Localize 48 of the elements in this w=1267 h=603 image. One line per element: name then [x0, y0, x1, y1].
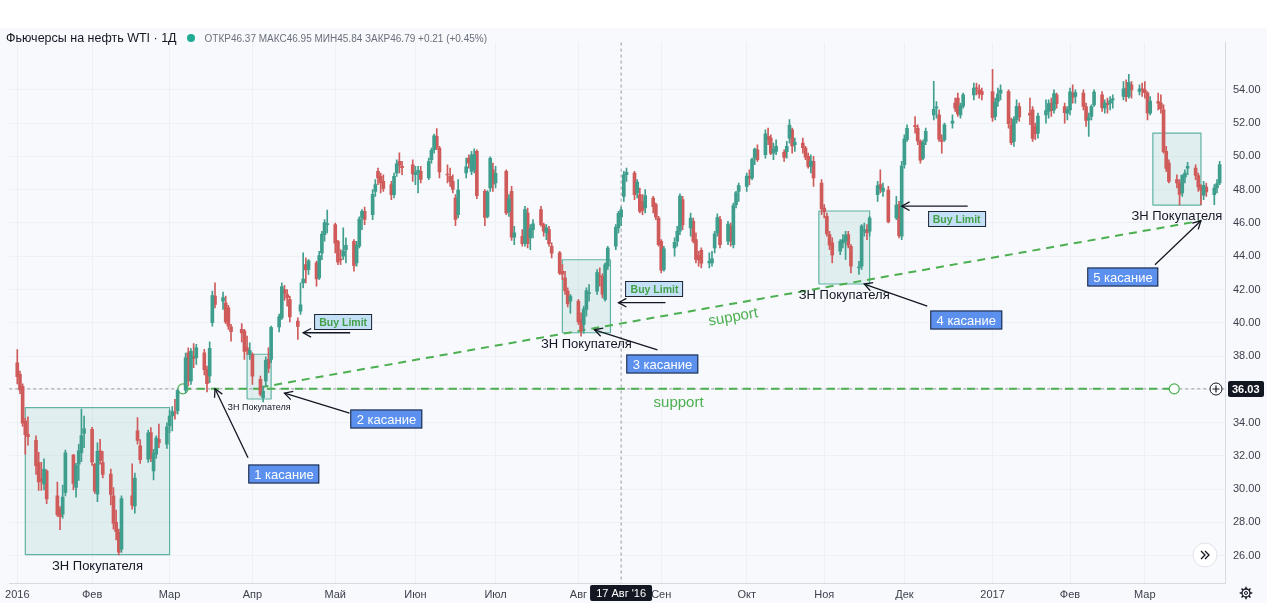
y-tick-label: 32.00 — [1233, 448, 1261, 461]
y-tick-label: 38.00 — [1233, 349, 1261, 362]
annotation: 2 касание — [356, 411, 417, 427]
y-tick-label: 40.00 — [1233, 315, 1261, 328]
series-label: ЗН Покупателя — [1131, 208, 1223, 224]
y-tick-label: 44.00 — [1233, 249, 1261, 262]
x-tick-label: Июн — [404, 587, 427, 600]
y-tick-label: 46.00 — [1233, 215, 1261, 228]
y-tick-label: 48.00 — [1233, 182, 1261, 195]
y-tick-label: 42.00 — [1233, 282, 1261, 295]
series-label: ЗН Покупателя — [540, 335, 632, 351]
y-tick-label: 28.00 — [1233, 515, 1261, 528]
y-tick-label: 30.00 — [1233, 482, 1261, 495]
y-tick-label: 54.00 — [1233, 82, 1261, 95]
x-tick-label: Май — [324, 587, 347, 600]
x-tick-label: Окт — [737, 587, 756, 600]
annotation: 4 касание — [936, 312, 997, 328]
x-tick-label: Мар — [1134, 587, 1156, 600]
x-tick-label: Мар — [158, 587, 181, 600]
x-tick-label: 2016 — [5, 587, 30, 600]
series-label: support — [653, 392, 704, 410]
y-tick-label: 34.00 — [1233, 415, 1261, 428]
y-tick-label: 52.00 — [1233, 116, 1261, 129]
series-label: ЗН Покупателя — [51, 557, 143, 573]
x-tick-label: Фев — [81, 587, 103, 600]
ref-line-label: 17 Авг '16 — [596, 587, 647, 599]
x-tick-label: Дек — [895, 587, 914, 600]
series-label: ЗН Покупателя — [227, 401, 291, 412]
x-tick-label: Фев — [1059, 587, 1081, 600]
x-tick-label: Июл — [484, 587, 507, 600]
annotation: Buy Limit — [932, 213, 981, 226]
annotation: Buy Limit — [319, 315, 368, 328]
x-tick-label: Авг — [569, 587, 587, 600]
annotation: 5 касание — [1093, 269, 1153, 285]
series-label: ЗН Покупателя — [798, 287, 890, 303]
x-tick-label: 2017 — [980, 587, 1005, 600]
y-tick-label: 26.00 — [1233, 548, 1261, 561]
x-tick-label: Апр — [242, 587, 263, 600]
x-tick-label: Ноя — [814, 587, 835, 600]
chart-subtitle: ОТКР46.37 МАКС46.95 МИН45.84 ЗАКР46.79 +0.21 (+0.45%) — [204, 32, 487, 44]
chart-title: Фьючерсы на нефть WTI · 1Д — [6, 31, 177, 45]
annotation: Buy Limit — [630, 282, 679, 295]
y-tick-label: 50.00 — [1233, 149, 1261, 162]
annotation: 1 касание — [254, 466, 314, 482]
ref-line-label: 36.03 — [1232, 382, 1260, 395]
text: support — [706, 303, 759, 329]
x-tick-label: Сен — [651, 587, 672, 600]
annotation: 3 касание — [632, 356, 693, 372]
